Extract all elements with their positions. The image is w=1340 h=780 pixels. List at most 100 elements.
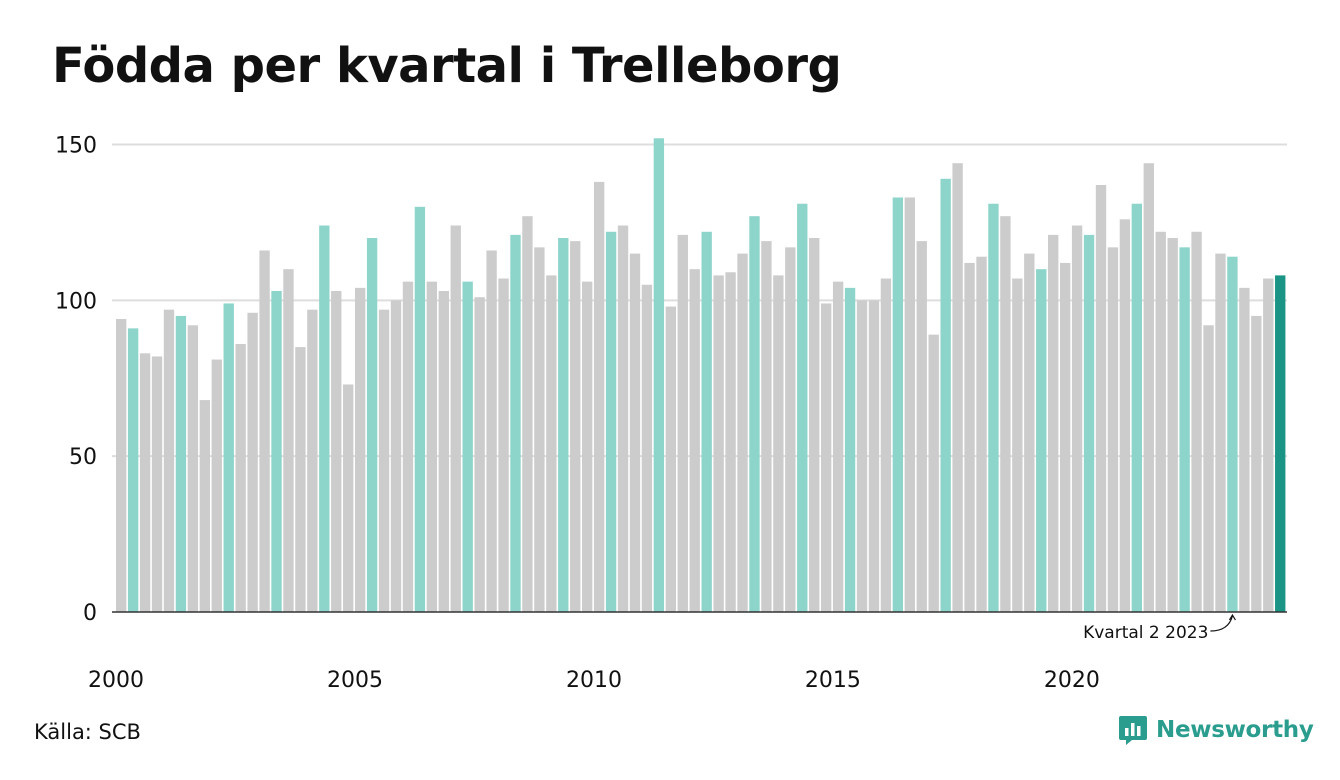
bar bbox=[426, 281, 438, 612]
bar bbox=[319, 225, 330, 612]
bar bbox=[629, 253, 641, 612]
bar bbox=[940, 178, 951, 612]
bar bbox=[617, 225, 629, 612]
bar bbox=[187, 325, 199, 612]
bar bbox=[271, 290, 282, 612]
axes: 0 50 100 150 2000 2005 2010 2015 2020 bbox=[55, 134, 1287, 693]
bar bbox=[1191, 231, 1202, 612]
bar bbox=[785, 247, 796, 612]
bar bbox=[343, 384, 354, 612]
bar bbox=[1143, 163, 1154, 612]
bar bbox=[223, 303, 234, 612]
bar bbox=[1263, 278, 1274, 612]
bar bbox=[331, 290, 342, 612]
bar bbox=[462, 281, 473, 612]
bar bbox=[558, 238, 569, 612]
x-tick-label: 2015 bbox=[805, 668, 861, 693]
bar bbox=[797, 203, 808, 612]
bar bbox=[868, 300, 880, 612]
bar bbox=[605, 231, 617, 612]
bar bbox=[1048, 234, 1059, 612]
bar bbox=[378, 309, 390, 612]
y-tick-label: 50 bbox=[69, 445, 97, 470]
bar bbox=[127, 328, 139, 612]
bar bbox=[582, 281, 593, 612]
y-tick-label: 0 bbox=[83, 601, 97, 626]
bar bbox=[1059, 262, 1071, 612]
bar bbox=[761, 241, 772, 612]
x-tick-label: 2010 bbox=[566, 668, 622, 693]
brand-name: Newsworthy bbox=[1156, 717, 1314, 743]
bar bbox=[283, 269, 294, 612]
bar bbox=[653, 138, 665, 612]
bar bbox=[546, 275, 557, 612]
y-tick-label: 100 bbox=[55, 289, 97, 314]
bar bbox=[366, 238, 378, 612]
bar bbox=[570, 241, 581, 612]
bar bbox=[1107, 247, 1119, 612]
bar bbox=[1155, 231, 1166, 612]
bar bbox=[1239, 287, 1250, 612]
bar bbox=[1083, 234, 1095, 612]
source-note: Källa: SCB bbox=[34, 720, 141, 744]
bar bbox=[1251, 315, 1262, 612]
bar bbox=[1095, 185, 1107, 612]
bar bbox=[1071, 225, 1083, 612]
bar bbox=[390, 300, 402, 612]
bar bbox=[892, 197, 904, 613]
bar bbox=[510, 234, 521, 612]
bar bbox=[354, 287, 366, 612]
bar bbox=[773, 275, 784, 612]
bar bbox=[235, 343, 246, 612]
bar bbox=[438, 290, 449, 612]
bar bbox=[139, 353, 151, 612]
bar bbox=[713, 275, 724, 612]
x-tick-label: 2020 bbox=[1044, 668, 1100, 693]
bar bbox=[689, 269, 700, 612]
bar bbox=[1024, 253, 1035, 612]
bar bbox=[665, 306, 676, 612]
bar bbox=[701, 231, 712, 612]
newsworthy-logo-icon bbox=[1119, 716, 1147, 745]
bar bbox=[1215, 253, 1226, 612]
bar bbox=[498, 278, 509, 612]
bar bbox=[534, 247, 545, 612]
bar bbox=[976, 256, 987, 612]
bar bbox=[402, 281, 414, 612]
bar bbox=[247, 312, 258, 612]
bar bbox=[259, 250, 270, 612]
bar bbox=[1179, 247, 1190, 612]
bar bbox=[307, 309, 318, 612]
bar bbox=[151, 356, 163, 612]
bar bbox=[163, 309, 175, 612]
bar bbox=[904, 197, 915, 613]
x-tick-label: 2005 bbox=[327, 668, 383, 693]
bars bbox=[116, 138, 1286, 613]
y-tick-label: 150 bbox=[55, 134, 97, 159]
annotation-label: Kvartal 2 2023 bbox=[1083, 623, 1208, 643]
annotation: Kvartal 2 2023 bbox=[1083, 613, 1236, 643]
bar bbox=[844, 287, 856, 612]
bar bbox=[725, 272, 736, 612]
bar bbox=[1119, 219, 1131, 613]
bar bbox=[211, 359, 222, 612]
bar bbox=[1000, 216, 1011, 612]
bar bbox=[474, 297, 485, 612]
bar bbox=[175, 315, 187, 612]
bar bbox=[295, 347, 306, 612]
bar bbox=[988, 203, 999, 612]
brand-logo: Newsworthy bbox=[1118, 714, 1314, 746]
bar bbox=[1131, 203, 1143, 612]
bar bbox=[522, 216, 533, 612]
bar bbox=[1275, 275, 1286, 612]
bar bbox=[486, 250, 497, 612]
bar bbox=[677, 234, 688, 612]
bar bbox=[964, 262, 975, 612]
bar bbox=[856, 300, 868, 612]
chart-title: Födda per kvartal i Trelleborg bbox=[52, 38, 842, 94]
bar bbox=[916, 241, 927, 612]
bar bbox=[820, 303, 832, 612]
bar bbox=[952, 163, 963, 612]
bar bbox=[809, 238, 820, 612]
bar bbox=[737, 253, 748, 612]
